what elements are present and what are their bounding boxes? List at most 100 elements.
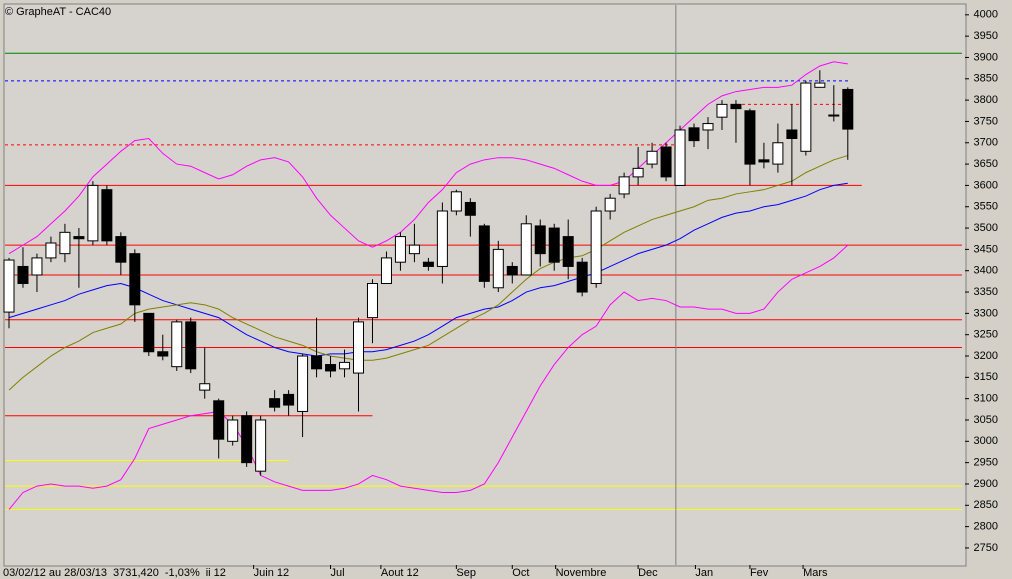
x-tick-label: Dec: [638, 567, 658, 579]
y-tick-label: 3850: [974, 73, 998, 85]
y-tick-label: 3400: [974, 265, 998, 277]
plot-area: [3, 3, 967, 567]
x-tick-label: Jan: [695, 567, 713, 579]
candle-body: [786, 129, 798, 139]
x-tick-label: Fev: [750, 567, 769, 579]
candle-body: [744, 110, 756, 165]
x-tick-label: Sep: [456, 567, 476, 579]
candle-body: [366, 283, 378, 319]
candle-body: [534, 225, 546, 255]
candle-body: [101, 189, 113, 242]
candle-body: [478, 225, 490, 282]
candle-body: [87, 184, 99, 242]
x-tick-label: Juin 12: [254, 567, 289, 579]
candle-body: [828, 114, 840, 117]
y-tick-label: 3250: [974, 329, 998, 341]
candle-body: [562, 236, 574, 267]
y-tick-label: 2850: [974, 499, 998, 511]
candle-body: [688, 127, 700, 142]
candle-body: [548, 227, 560, 263]
status-text: ii 12: [206, 567, 226, 579]
y-tick-label: 2750: [974, 542, 998, 554]
indicator-line: [8, 244, 849, 510]
x-tick-label: Aout 12: [381, 567, 419, 579]
candle-body: [450, 191, 462, 212]
indicator-line: [8, 155, 848, 391]
y-tick-label: 2800: [974, 521, 998, 533]
y-tick-label: 3600: [974, 179, 998, 191]
candle-body: [674, 129, 686, 186]
y-tick-label: 3050: [974, 414, 998, 426]
candle-body: [716, 103, 728, 118]
y-tick-label: 4000: [974, 9, 998, 21]
x-tick-label: Jul: [331, 567, 345, 579]
candle-body: [353, 321, 364, 374]
candle-body: [45, 242, 57, 259]
candle-body: [73, 236, 85, 240]
candle-body: [283, 393, 295, 406]
candle-body: [157, 351, 169, 357]
y-tick-label: 3650: [974, 158, 998, 170]
candle-body: [520, 223, 532, 276]
y-tick-label: 3550: [974, 201, 998, 213]
candle-body: [380, 257, 392, 285]
status-text: 03/02/12 au 28/03/13: [3, 567, 107, 579]
candle-body: [171, 321, 183, 368]
candle-body: [702, 123, 714, 131]
y-tick-label: 3300: [974, 307, 998, 319]
status-text: -1,03%: [165, 567, 200, 579]
y-tick-label: 3700: [974, 137, 998, 149]
y-tick-label: 2950: [974, 457, 998, 469]
candle-body: [394, 236, 406, 263]
y-tick-label: 3750: [974, 115, 998, 127]
candle-body: [255, 419, 267, 472]
candle-body: [311, 355, 323, 370]
status-text: 3731,420: [113, 567, 159, 579]
y-tick-label: 3500: [974, 222, 998, 234]
y-tick-label: 3100: [974, 393, 998, 405]
candle-body: [772, 142, 784, 165]
candle-body: [632, 167, 644, 178]
candle-body: [3, 259, 15, 313]
candle-body: [199, 383, 211, 391]
candle-body: [325, 364, 337, 372]
candle-body: [464, 201, 476, 216]
candle-body: [436, 210, 448, 267]
candle-body: [842, 88, 854, 130]
candle-body: [590, 210, 602, 285]
candle-body: [604, 197, 616, 212]
chart-title: © GrapheAT - CAC40: [5, 6, 111, 18]
candle-body: [115, 236, 127, 263]
candle-body: [339, 361, 351, 370]
indicator-line: [8, 61, 848, 255]
y-tick-label: 3000: [974, 435, 998, 447]
x-tick-label: Mars: [803, 567, 828, 579]
candle-body: [241, 415, 253, 464]
candle-body: [17, 265, 29, 285]
x-tick-label: Oct: [512, 567, 529, 579]
candle-body: [492, 248, 504, 289]
candle-body: [227, 419, 239, 442]
candle-body: [814, 82, 826, 88]
candle-body: [185, 321, 197, 370]
candle-body: [297, 355, 309, 412]
y-tick-label: 3200: [974, 350, 998, 362]
candle-body: [758, 159, 770, 163]
y-tick-label: 3950: [974, 30, 998, 42]
y-tick-label: 3150: [974, 371, 998, 383]
candle-body: [660, 146, 672, 178]
candle-body: [576, 261, 588, 293]
y-tick-label: 3350: [974, 286, 998, 298]
candle-body: [59, 231, 71, 255]
candle-body: [269, 398, 281, 408]
candle-body: [213, 400, 225, 440]
candle-body: [31, 257, 43, 276]
y-tick-label: 3800: [974, 94, 998, 106]
x-tick-label: Novembre: [556, 567, 607, 579]
candle-body: [730, 103, 742, 110]
candle-body: [129, 253, 141, 306]
indicator-line: [8, 182, 848, 357]
candle-body: [646, 150, 658, 165]
